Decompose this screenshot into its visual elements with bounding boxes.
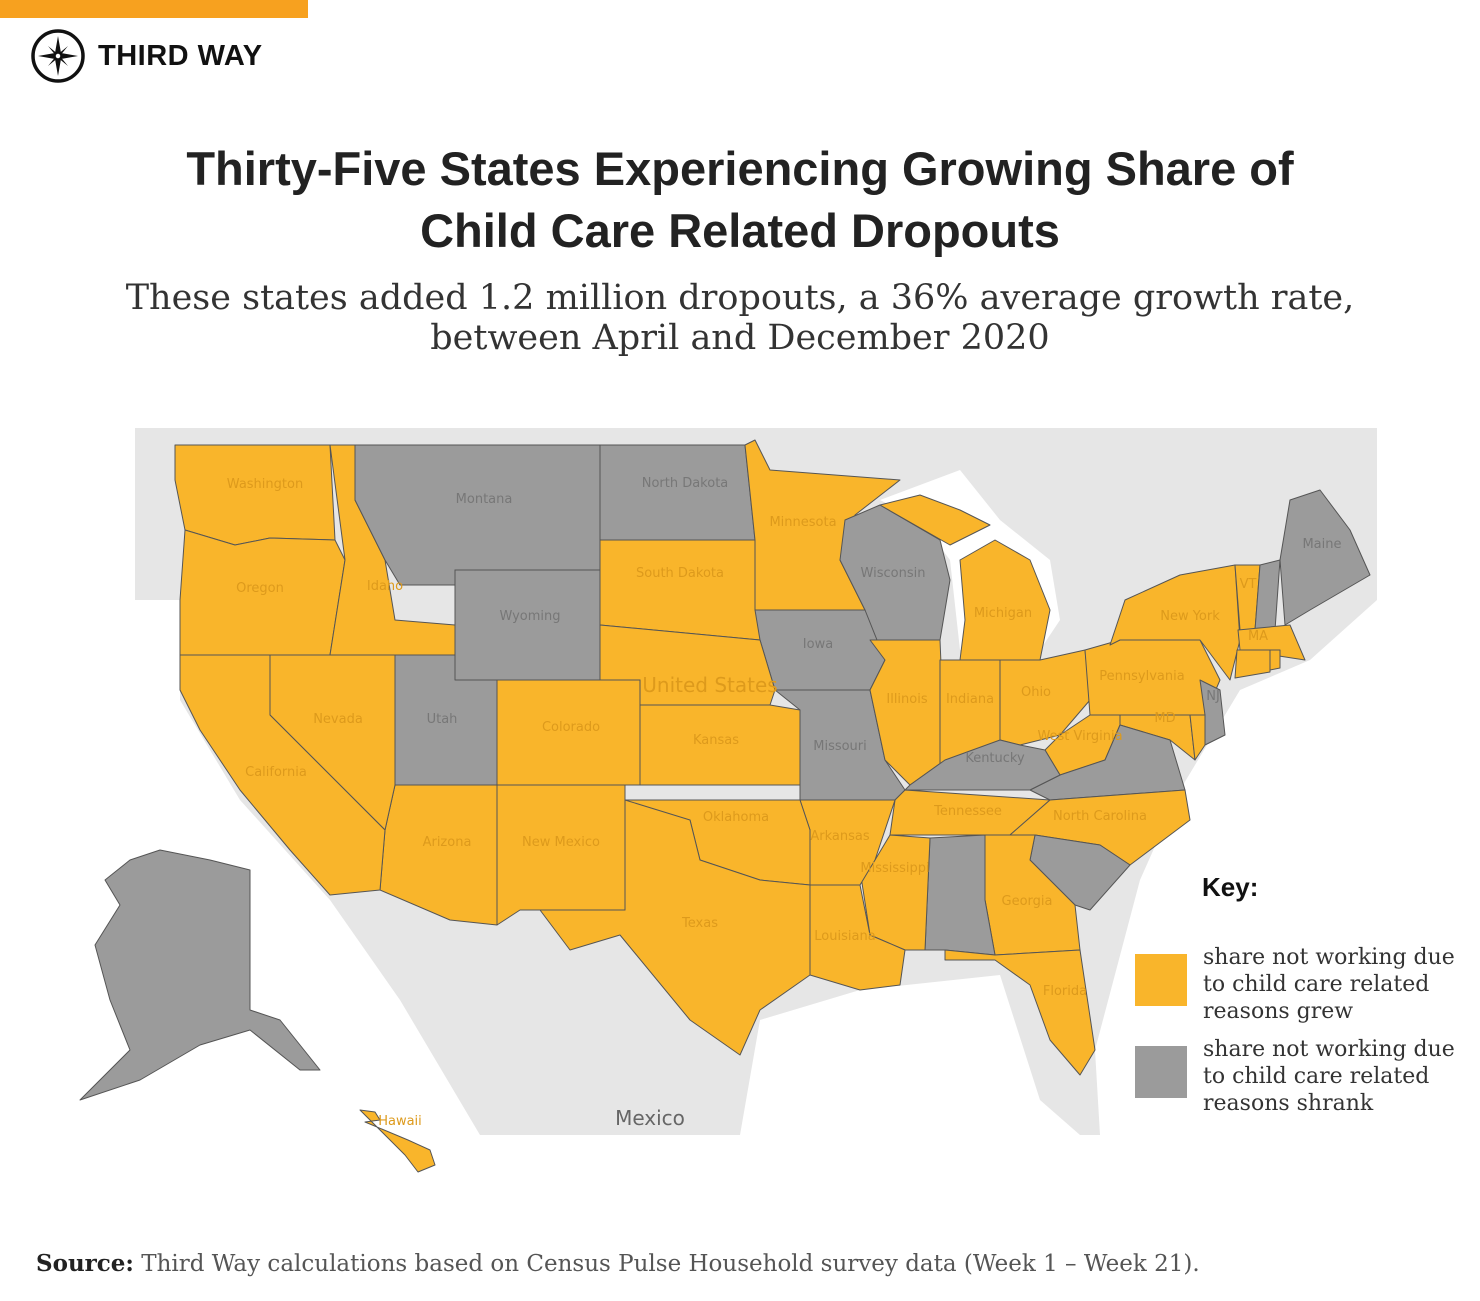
state-sd[interactable] bbox=[599, 539, 761, 641]
key-label-grew: share not working due to child care rela… bbox=[1203, 945, 1455, 1024]
state-label-vt: VT bbox=[1240, 577, 1257, 592]
state-label-nc: North Carolina bbox=[1053, 809, 1147, 824]
state-label-mo: Missouri bbox=[813, 739, 867, 754]
state-label-ma: MA bbox=[1248, 629, 1268, 644]
state-nm[interactable] bbox=[496, 784, 626, 926]
compass-icon bbox=[31, 29, 85, 83]
brand-name: THIRD WAY bbox=[98, 39, 263, 72]
state-label-tn: Tennessee bbox=[933, 804, 1002, 819]
state-mi[interactable] bbox=[879, 494, 991, 546]
key-title: Key: bbox=[1202, 872, 1259, 902]
state-label-pa: Pennsylvania bbox=[1099, 669, 1184, 684]
key-item-shrank: share not working due to child care rela… bbox=[1135, 1036, 1473, 1117]
source-note: Source: Third Way calculations based on … bbox=[36, 1250, 1200, 1277]
state-label-id: Idaho bbox=[367, 579, 403, 594]
subtitle: These states added 1.2 million dropouts,… bbox=[0, 278, 1480, 358]
state-label-hi: Hawaii bbox=[378, 1114, 422, 1129]
state-tn[interactable] bbox=[889, 789, 1051, 836]
state-label-la: Louisiana bbox=[814, 929, 875, 944]
state-ri[interactable] bbox=[1269, 649, 1281, 671]
state-label-wy: Wyoming bbox=[499, 609, 560, 624]
key-label-shrank: share not working due to child care rela… bbox=[1203, 1037, 1455, 1116]
state-label-wa: Washington bbox=[227, 477, 303, 492]
state-label-nj: NJ bbox=[1206, 689, 1220, 704]
state-label-ut: Utah bbox=[427, 712, 458, 727]
state-nd[interactable] bbox=[599, 444, 756, 541]
subtitle-line-1: These states added 1.2 million dropouts,… bbox=[125, 278, 1355, 318]
state-label-ia: Iowa bbox=[803, 637, 833, 652]
state-al[interactable] bbox=[924, 834, 996, 956]
subtitle-line-2: between April and December 2020 bbox=[430, 318, 1050, 358]
state-label-ny: New York bbox=[1160, 609, 1220, 624]
state-label-ky: Kentucky bbox=[965, 751, 1025, 766]
country-label: United States bbox=[642, 673, 777, 697]
state-mi[interactable] bbox=[959, 539, 1051, 661]
brand-accent-bar bbox=[0, 0, 308, 18]
state-label-nm: New Mexico bbox=[522, 835, 600, 850]
state-tx[interactable] bbox=[539, 799, 811, 1056]
state-la[interactable] bbox=[809, 884, 906, 991]
state-ca[interactable] bbox=[179, 654, 386, 896]
state-nj[interactable] bbox=[1199, 679, 1226, 746]
state-ky[interactable] bbox=[904, 739, 1061, 791]
state-wa[interactable] bbox=[174, 444, 336, 546]
state-label-mt: Montana bbox=[456, 492, 513, 507]
state-label-fl: Florida bbox=[1043, 984, 1087, 999]
key-item-grew: share not working due to child care rela… bbox=[1135, 944, 1473, 1025]
state-wy[interactable] bbox=[454, 569, 601, 681]
state-mt[interactable] bbox=[354, 444, 601, 586]
state-label-tx: Texas bbox=[681, 916, 718, 931]
mexico-label: Mexico bbox=[615, 1106, 685, 1130]
key-swatch-shrank bbox=[1135, 1046, 1187, 1098]
state-label-sd: South Dakota bbox=[636, 566, 724, 581]
title-line-1: Thirty-Five States Experiencing Growing … bbox=[186, 142, 1294, 195]
state-label-mn: Minnesota bbox=[769, 515, 836, 530]
state-fl[interactable] bbox=[944, 949, 1096, 1076]
state-label-az: Arizona bbox=[423, 835, 472, 850]
source-text: Third Way calculations based on Census P… bbox=[141, 1251, 1200, 1277]
state-label-ks: Kansas bbox=[693, 733, 739, 748]
state-label-nd: North Dakota bbox=[642, 476, 729, 491]
state-ct[interactable] bbox=[1234, 649, 1271, 679]
state-label-oh: Ohio bbox=[1021, 685, 1051, 700]
state-label-wi: Wisconsin bbox=[861, 566, 926, 581]
state-label-mi: Michigan bbox=[974, 606, 1032, 621]
key-swatch-grew bbox=[1135, 954, 1187, 1006]
state-label-co: Colorado bbox=[542, 720, 600, 735]
state-label-md: MD bbox=[1154, 711, 1175, 726]
state-label-in: Indiana bbox=[946, 692, 994, 707]
state-hi[interactable] bbox=[359, 1109, 436, 1173]
state-de[interactable] bbox=[1189, 714, 1206, 761]
state-label-ca: California bbox=[245, 765, 307, 780]
title-line-2: Child Care Related Dropouts bbox=[420, 204, 1060, 257]
state-label-nv: Nevada bbox=[313, 712, 363, 727]
state-label-ar: Arkansas bbox=[810, 829, 869, 844]
gulf-of-mexico bbox=[740, 975, 1080, 1135]
state-label-ms: Mississippi bbox=[860, 861, 929, 876]
state-label-ok: Oklahoma bbox=[703, 810, 769, 825]
state-label-me: Maine bbox=[1302, 537, 1341, 552]
page-title: Thirty-Five States Experiencing Growing … bbox=[0, 138, 1480, 262]
source-label: Source: bbox=[36, 1250, 134, 1277]
state-me[interactable] bbox=[1279, 489, 1371, 626]
state-label-il: Illinois bbox=[886, 692, 927, 707]
state-ak[interactable] bbox=[79, 849, 321, 1101]
third-way-logo: THIRD WAY bbox=[30, 28, 263, 84]
state-label-ga: Georgia bbox=[1002, 894, 1053, 909]
state-label-or: Oregon bbox=[236, 581, 284, 596]
state-label-wv: West Virginia bbox=[1037, 729, 1122, 744]
